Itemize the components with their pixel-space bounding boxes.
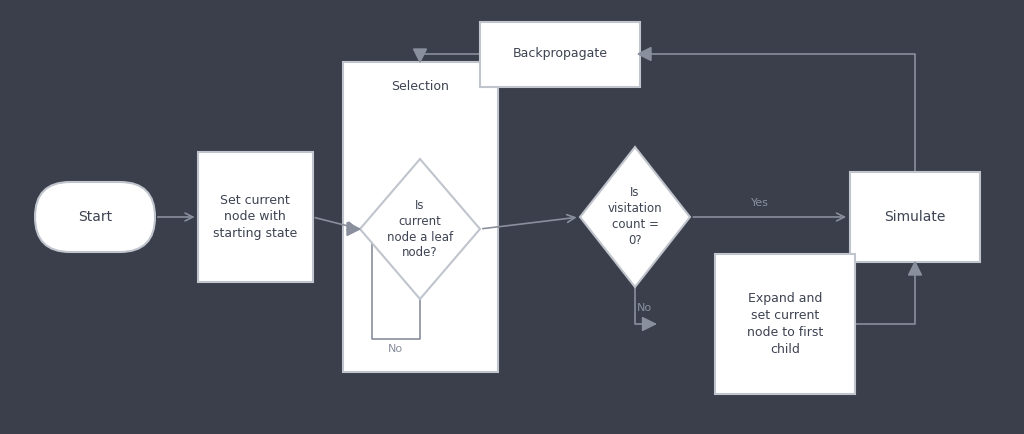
Text: Is
visitation
count =
0?: Is visitation count = 0? <box>607 187 663 247</box>
Polygon shape <box>360 159 480 299</box>
Polygon shape <box>642 318 655 331</box>
Polygon shape <box>908 262 922 275</box>
Text: No: No <box>637 303 652 313</box>
FancyBboxPatch shape <box>715 254 855 394</box>
Polygon shape <box>414 49 427 62</box>
Polygon shape <box>347 223 360 236</box>
Text: Selection: Selection <box>391 80 449 93</box>
Polygon shape <box>638 47 651 60</box>
Text: Yes: Yes <box>751 198 769 208</box>
Text: Simulate: Simulate <box>885 210 946 224</box>
FancyBboxPatch shape <box>480 22 640 86</box>
FancyBboxPatch shape <box>342 62 498 372</box>
FancyBboxPatch shape <box>850 172 980 262</box>
Text: Start: Start <box>78 210 112 224</box>
Text: No: No <box>388 344 403 354</box>
Text: Backpropagate: Backpropagate <box>512 47 607 60</box>
FancyBboxPatch shape <box>198 152 312 282</box>
Text: Is
current
node a leaf
node?: Is current node a leaf node? <box>387 198 453 260</box>
FancyBboxPatch shape <box>35 182 155 252</box>
Text: Set current
node with
starting state: Set current node with starting state <box>213 194 297 240</box>
Polygon shape <box>580 147 690 287</box>
Text: Expand and
set current
node to first
child: Expand and set current node to first chi… <box>746 292 823 356</box>
